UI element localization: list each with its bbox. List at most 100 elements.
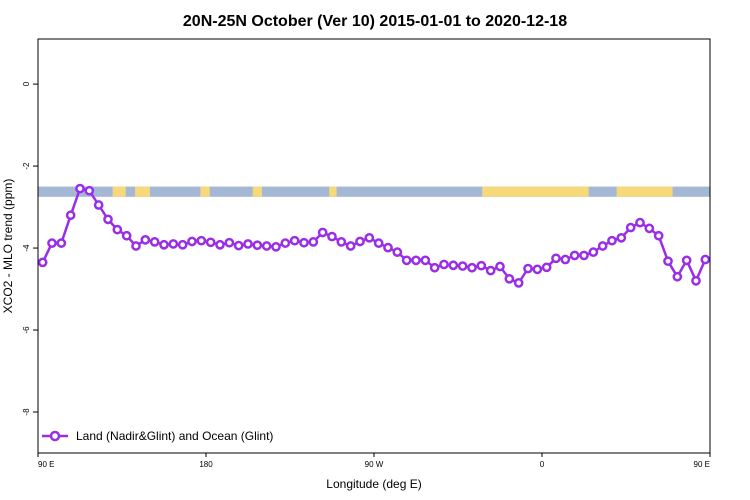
data-point bbox=[355, 236, 365, 247]
y-tick-label: -4 bbox=[22, 244, 31, 252]
data-point bbox=[37, 257, 48, 268]
x-tick-label: 90 E bbox=[38, 460, 54, 469]
data-point bbox=[373, 238, 384, 248]
data-point bbox=[121, 230, 132, 241]
data-point bbox=[261, 241, 272, 251]
data-point bbox=[196, 235, 207, 246]
data-point bbox=[569, 250, 580, 261]
data-point bbox=[597, 241, 608, 251]
ocean-band bbox=[38, 186, 710, 197]
data-point bbox=[457, 261, 468, 271]
series-line bbox=[41, 187, 707, 285]
x-tick-label: 180 bbox=[199, 460, 213, 469]
data-point bbox=[364, 232, 375, 243]
y-tick-label: -2 bbox=[22, 162, 31, 170]
x-tick-label: 90 W bbox=[365, 460, 384, 469]
land-band-segment bbox=[616, 186, 673, 197]
data-point bbox=[439, 259, 449, 270]
data-point bbox=[336, 237, 347, 247]
data-point bbox=[299, 237, 309, 248]
data-point bbox=[112, 224, 123, 235]
data-point bbox=[168, 239, 179, 249]
data-point bbox=[429, 262, 440, 273]
data-point bbox=[663, 256, 673, 267]
data-point bbox=[289, 235, 300, 246]
data-point bbox=[523, 263, 533, 274]
data-point bbox=[420, 255, 431, 266]
data-point bbox=[485, 265, 496, 276]
data-point bbox=[187, 236, 197, 247]
data-point bbox=[252, 240, 263, 251]
data-point bbox=[635, 217, 645, 228]
data-point bbox=[280, 238, 291, 248]
land-band-segment bbox=[329, 186, 337, 197]
data-point bbox=[159, 239, 169, 250]
x-tick-label: 90 E bbox=[694, 460, 710, 469]
data-point bbox=[532, 264, 543, 275]
data-point bbox=[93, 200, 104, 210]
land-band-segment bbox=[200, 186, 210, 197]
data-point bbox=[177, 239, 188, 250]
data-point bbox=[700, 254, 711, 265]
data-point bbox=[47, 238, 57, 248]
y-tick-label: -6 bbox=[22, 326, 31, 334]
data-point bbox=[65, 210, 76, 221]
data-point bbox=[672, 271, 683, 282]
data-point bbox=[541, 262, 552, 273]
y-axis: 0 -2 -4 -6 -8 bbox=[22, 81, 38, 416]
y-axis-label: XCO2 - MLO trend (ppm) bbox=[1, 179, 15, 314]
data-point bbox=[448, 260, 459, 271]
data-point bbox=[271, 241, 281, 252]
data-point bbox=[215, 239, 225, 250]
legend-entry-label: Land (Nadir&Glint) and Ocean (Glint) bbox=[76, 429, 273, 443]
data-point bbox=[653, 230, 664, 241]
data-point bbox=[681, 255, 692, 266]
data-point bbox=[224, 237, 235, 248]
data-point bbox=[205, 237, 216, 248]
data-point bbox=[401, 255, 412, 266]
data-point bbox=[243, 239, 253, 249]
data-point bbox=[149, 237, 160, 247]
data-point bbox=[644, 223, 655, 234]
data-point bbox=[233, 240, 244, 251]
x-tick-label: 0 bbox=[540, 460, 545, 469]
legend: Land (Nadir&Glint) and Ocean (Glint) bbox=[42, 429, 273, 443]
legend-marker-swatch bbox=[49, 430, 61, 442]
data-point bbox=[504, 273, 515, 284]
land-band-segment bbox=[252, 186, 262, 197]
data-point bbox=[411, 255, 421, 266]
data-point bbox=[140, 235, 151, 245]
y-tick-label: 0 bbox=[22, 81, 31, 86]
data-point bbox=[476, 260, 487, 271]
data-point bbox=[495, 261, 505, 272]
data-point bbox=[560, 254, 571, 265]
x-axis-label: Longitude (deg E) bbox=[326, 477, 421, 491]
data-point bbox=[392, 247, 403, 257]
land-band-segment bbox=[112, 186, 126, 197]
x-axis: 90 E 180 90 W 0 90 E bbox=[37, 453, 711, 469]
data-point bbox=[625, 222, 636, 233]
data-point bbox=[75, 183, 85, 194]
data-point bbox=[513, 278, 524, 288]
data-point bbox=[588, 247, 599, 257]
data-point bbox=[691, 275, 701, 286]
data-point bbox=[551, 253, 561, 264]
data-point bbox=[308, 237, 319, 247]
data-point bbox=[103, 214, 113, 225]
data-point bbox=[345, 241, 356, 251]
land-band-segment bbox=[135, 186, 150, 197]
data-point bbox=[383, 242, 393, 253]
data-point bbox=[579, 250, 589, 261]
land-band-segment bbox=[482, 186, 589, 197]
data-point bbox=[467, 262, 477, 273]
land-sea-band bbox=[38, 186, 710, 197]
data-point bbox=[131, 241, 141, 251]
data-point bbox=[84, 185, 95, 196]
series-layer bbox=[37, 183, 711, 288]
data-point bbox=[607, 235, 617, 246]
y-tick-label: -8 bbox=[22, 408, 31, 416]
chart-title: 20N-25N October (Ver 10) 2015-01-01 to 2… bbox=[183, 13, 567, 30]
data-point bbox=[56, 238, 67, 248]
data-point bbox=[327, 231, 337, 242]
